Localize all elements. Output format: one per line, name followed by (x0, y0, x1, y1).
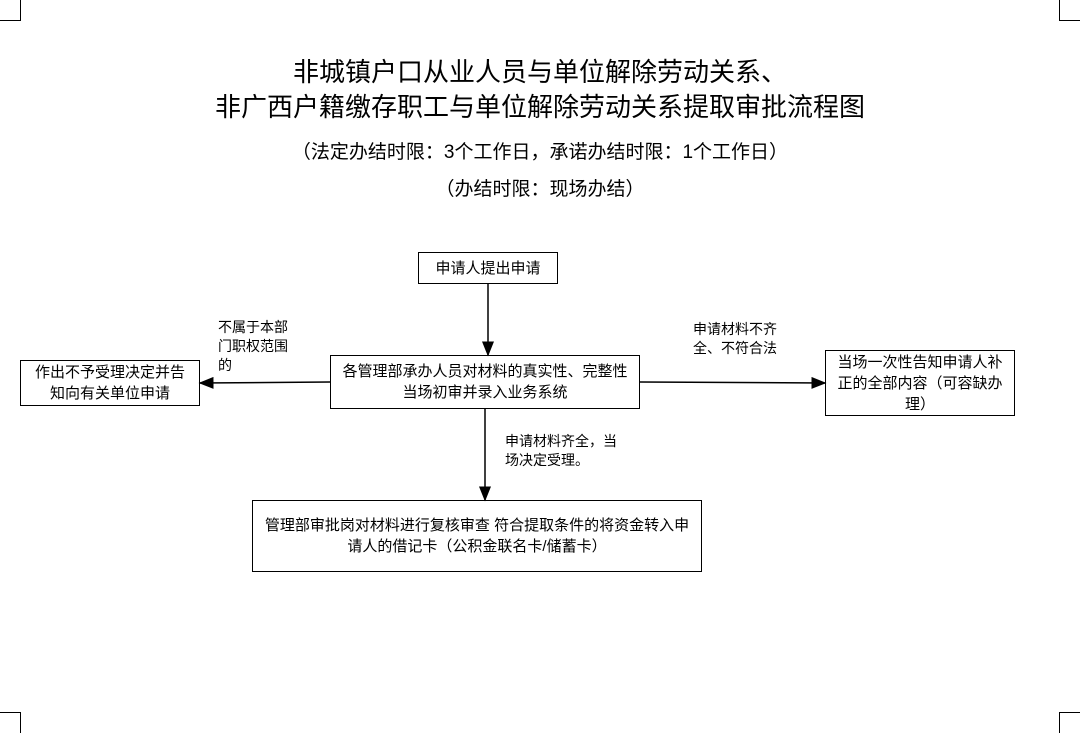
edge-label-supplement: 申请材料不齐全、不符合法 (693, 320, 803, 358)
crop-mark-tr (1059, 0, 1080, 21)
subtitle-1: （法定办结时限：3个工作日，承诺办结时限：1个工作日） (0, 137, 1080, 164)
crop-mark-tl (0, 0, 21, 21)
title-line-1: 非城镇户口从业人员与单位解除劳动关系、 (0, 55, 1080, 90)
node-review: 各管理部承办人员对材料的真实性、完整性当场初审并录入业务系统 (330, 355, 640, 409)
crop-mark-bl (0, 712, 21, 733)
node-final: 管理部审批岗对材料进行复核审查 符合提取条件的将资金转入申请人的借记卡（公积金联… (252, 500, 702, 572)
edge-label-final: 申请材料齐全，当场决定受理。 (505, 432, 625, 470)
node-start-label: 申请人提出申请 (435, 258, 540, 279)
crop-mark-br (1059, 712, 1080, 733)
node-final-label: 管理部审批岗对材料进行复核审查 符合提取条件的将资金转入申请人的借记卡（公积金联… (261, 515, 693, 557)
node-supplement: 当场一次性告知申请人补正的全部内容（可容缺办理） (825, 350, 1015, 416)
title-block: 非城镇户口从业人员与单位解除劳动关系、 非广西户籍缴存职工与单位解除劳动关系提取… (0, 55, 1080, 201)
node-supplement-label: 当场一次性告知申请人补正的全部内容（可容缺办理） (834, 352, 1006, 415)
node-review-label: 各管理部承办人员对材料的真实性、完整性当场初审并录入业务系统 (339, 361, 631, 403)
subtitle-2: （办结时限：现场办结） (0, 174, 1080, 201)
node-start: 申请人提出申请 (418, 252, 558, 284)
title-line-2: 非广西户籍缴存职工与单位解除劳动关系提取审批流程图 (0, 90, 1080, 125)
node-reject: 作出不予受理决定并告知向有关单位申请 (20, 360, 200, 406)
edge-label-reject: 不属于本部门职权范围的 (218, 318, 298, 375)
node-reject-label: 作出不予受理决定并告知向有关单位申请 (29, 362, 191, 404)
